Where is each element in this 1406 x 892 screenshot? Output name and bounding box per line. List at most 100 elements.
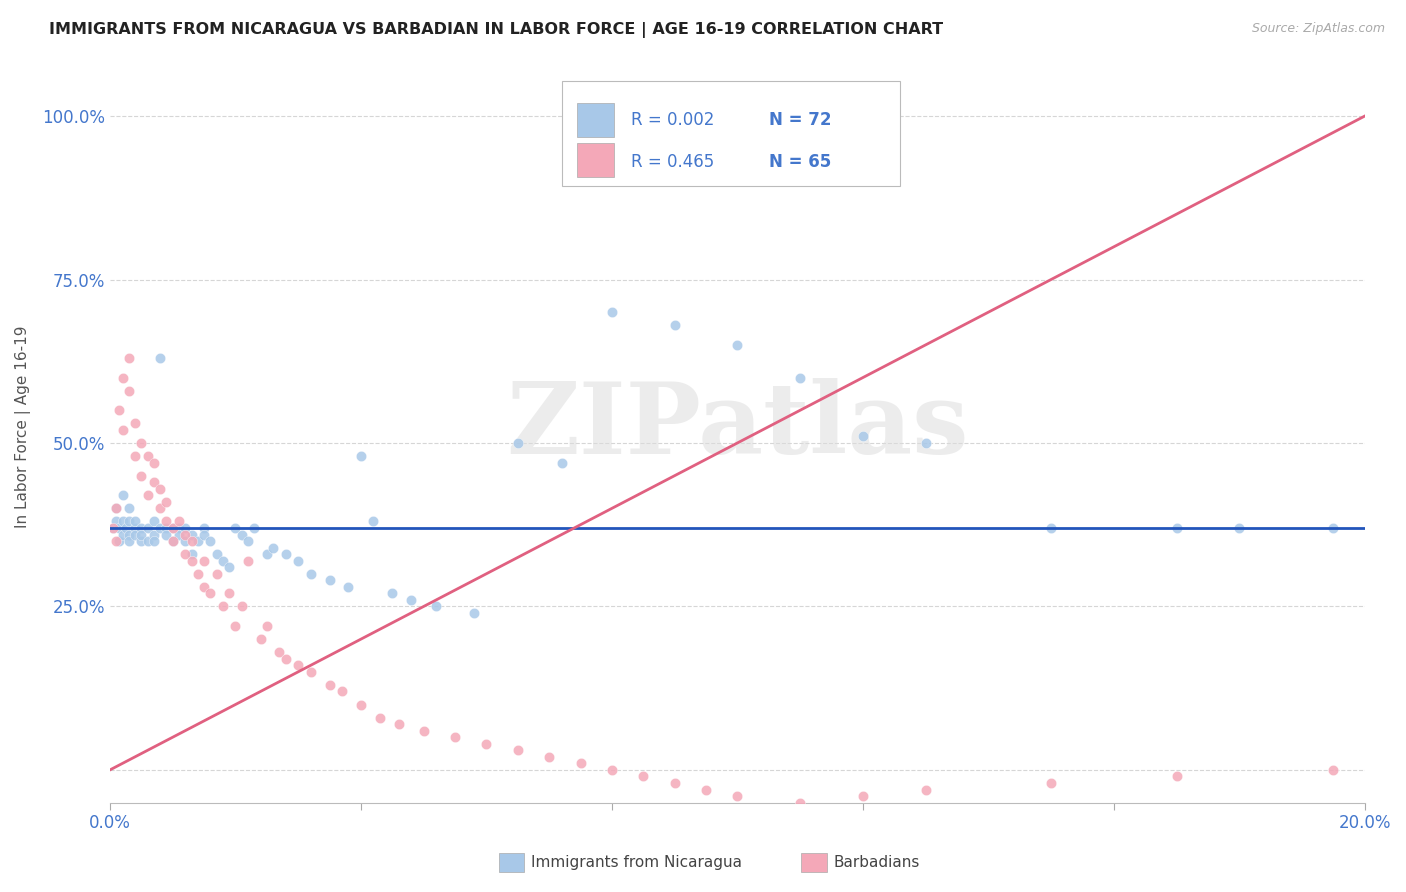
Point xyxy=(231,527,253,541)
Point xyxy=(167,515,190,529)
Text: IMMIGRANTS FROM NICARAGUA VS BARBADIAN IN LABOR FORCE | AGE 16-19 CORRELATION CH: IMMIGRANTS FROM NICARAGUA VS BARBADIAN I… xyxy=(49,22,943,38)
Point xyxy=(914,436,936,450)
Point xyxy=(131,468,153,483)
FancyBboxPatch shape xyxy=(576,103,614,137)
Point xyxy=(136,449,159,463)
Text: Immigrants from Nicaragua: Immigrants from Nicaragua xyxy=(531,855,742,870)
Point xyxy=(118,384,141,398)
Point xyxy=(789,796,811,810)
Point xyxy=(180,554,202,568)
Point xyxy=(318,574,340,588)
Point xyxy=(162,521,184,535)
Point xyxy=(350,449,373,463)
Point xyxy=(550,456,572,470)
Point xyxy=(695,782,717,797)
Point xyxy=(193,527,215,541)
Point xyxy=(274,652,297,666)
Point xyxy=(193,521,215,535)
Point xyxy=(399,593,422,607)
Point xyxy=(224,619,246,633)
Point xyxy=(269,645,291,659)
Point xyxy=(124,449,146,463)
Point xyxy=(1322,521,1344,535)
Point xyxy=(569,756,592,771)
Point xyxy=(299,566,322,581)
Point xyxy=(1040,776,1063,790)
Point xyxy=(725,338,748,352)
Point xyxy=(224,521,246,535)
Point xyxy=(1166,521,1188,535)
Point xyxy=(180,527,202,541)
Point xyxy=(243,521,266,535)
Point xyxy=(124,417,146,431)
Point xyxy=(111,423,134,437)
Point xyxy=(174,527,197,541)
Point xyxy=(131,534,153,549)
Point xyxy=(118,515,141,529)
Point xyxy=(167,521,190,535)
Point xyxy=(350,698,373,712)
Point xyxy=(299,665,322,679)
Point xyxy=(108,403,131,417)
Point xyxy=(475,737,498,751)
Point xyxy=(118,501,141,516)
Point xyxy=(155,521,177,535)
Point xyxy=(205,566,228,581)
Point xyxy=(381,586,404,600)
Point xyxy=(412,723,434,738)
Point xyxy=(425,599,447,614)
Point xyxy=(101,521,124,535)
Text: Source: ZipAtlas.com: Source: ZipAtlas.com xyxy=(1251,22,1385,36)
Point xyxy=(187,566,209,581)
Point xyxy=(852,789,875,803)
Point xyxy=(142,515,165,529)
Point xyxy=(789,370,811,384)
Point xyxy=(633,769,655,783)
Point xyxy=(105,534,128,549)
Point xyxy=(124,521,146,535)
Point xyxy=(256,619,278,633)
Point xyxy=(136,488,159,502)
Point xyxy=(111,515,134,529)
Point xyxy=(114,521,136,535)
Point xyxy=(1227,521,1250,535)
Point xyxy=(193,554,215,568)
Point xyxy=(914,782,936,797)
Text: N = 72: N = 72 xyxy=(769,111,831,128)
Point xyxy=(725,789,748,803)
Point xyxy=(256,547,278,561)
Point xyxy=(600,305,623,319)
Point xyxy=(231,599,253,614)
Point xyxy=(155,515,177,529)
Point xyxy=(444,730,467,744)
Text: Barbadians: Barbadians xyxy=(834,855,920,870)
Point xyxy=(368,710,391,724)
Point xyxy=(249,632,271,647)
Point xyxy=(212,599,235,614)
Text: ZIPatlas: ZIPatlas xyxy=(506,378,969,475)
Point xyxy=(105,501,128,516)
Bar xyxy=(499,853,524,872)
Point xyxy=(105,501,128,516)
Point xyxy=(111,488,134,502)
Point xyxy=(118,534,141,549)
Point xyxy=(142,456,165,470)
Point xyxy=(111,527,134,541)
Point xyxy=(142,534,165,549)
Point xyxy=(330,684,353,698)
Point xyxy=(318,678,340,692)
Point xyxy=(1166,769,1188,783)
Point xyxy=(131,436,153,450)
Point xyxy=(262,541,284,555)
Point xyxy=(162,534,184,549)
Point xyxy=(363,515,385,529)
Point xyxy=(149,521,172,535)
Y-axis label: In Labor Force | Age 16-19: In Labor Force | Age 16-19 xyxy=(15,326,31,528)
Point xyxy=(337,580,360,594)
Point xyxy=(174,534,197,549)
Point xyxy=(131,521,153,535)
Point xyxy=(200,586,222,600)
Point xyxy=(136,521,159,535)
Point xyxy=(108,521,131,535)
Point xyxy=(101,521,124,535)
